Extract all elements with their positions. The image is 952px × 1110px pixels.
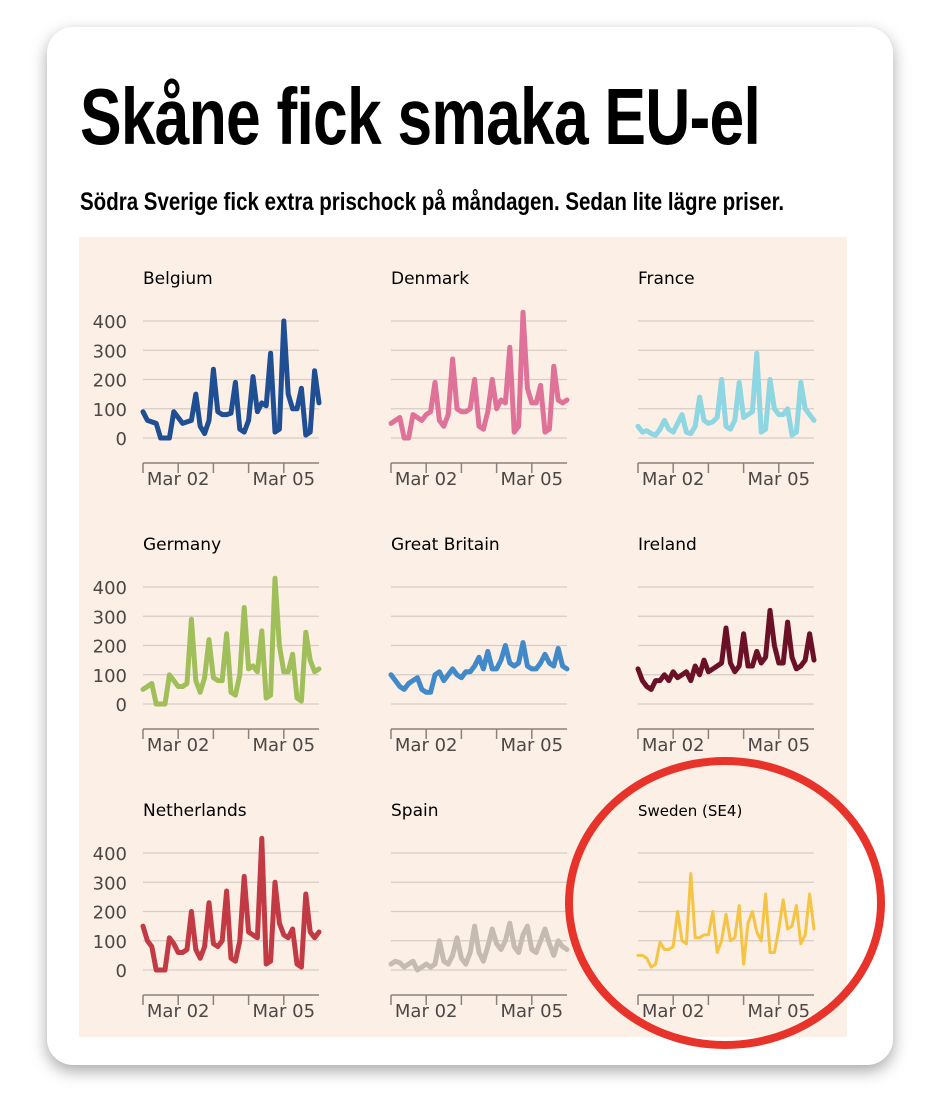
y-tick-label: 300	[93, 873, 127, 894]
x-tick-label: Mar 02	[395, 469, 458, 490]
series-line	[140, 575, 322, 707]
x-tick-label: Mar 02	[395, 1001, 458, 1022]
y-tick-label: 200	[93, 903, 127, 924]
x-tick-label: Mar 05	[253, 469, 316, 490]
x-tick-label: Mar 02	[642, 469, 705, 490]
y-tick-label: 0	[116, 695, 127, 716]
series-line	[388, 920, 570, 973]
page-title: Skåne fick smaka EU-el	[80, 72, 761, 161]
panel-title: Netherlands	[143, 801, 247, 821]
x-tick-label: Mar 05	[748, 735, 811, 756]
x-tick-label: Mar 05	[748, 469, 811, 490]
x-tick-label: Mar 05	[501, 469, 564, 490]
x-tick-label: Mar 05	[501, 735, 564, 756]
highlight-circle	[565, 757, 885, 1049]
y-tick-label: 0	[116, 429, 127, 450]
x-tick-label: Mar 05	[253, 735, 316, 756]
panel-title: France	[638, 269, 695, 289]
y-tick-label: 400	[93, 844, 127, 865]
x-tick-label: Mar 02	[395, 735, 458, 756]
x-tick-label: Mar 05	[501, 1001, 564, 1022]
x-tick-label: Mar 02	[147, 735, 210, 756]
panel-germany: Germany 0 100 200 300 400 Mar 02 Mar 05	[93, 535, 322, 756]
panel-title: Great Britain	[391, 535, 500, 555]
series-line	[635, 350, 817, 438]
y-tick-label: 400	[93, 578, 127, 599]
x-tick-label: Mar 05	[253, 1001, 316, 1022]
panel-denmark: Denmark Mar 02 Mar 05	[388, 269, 570, 490]
panel-title: Ireland	[638, 535, 697, 555]
y-tick-label: 100	[93, 666, 127, 687]
panel-spain: Spain Mar 02 Mar 05	[388, 801, 570, 1022]
panel-title: Germany	[143, 535, 221, 555]
series-line	[635, 607, 817, 692]
y-tick-label: 200	[93, 637, 127, 658]
subtitle: Södra Sverige fick extra prischock på må…	[80, 188, 785, 216]
x-tick-label: Mar 02	[147, 1001, 210, 1022]
panel-france: France Mar 02 Mar 05	[635, 269, 817, 490]
series-line	[140, 318, 322, 441]
panel-ireland: Ireland Mar 02 Mar 05	[635, 535, 817, 756]
series-line	[140, 835, 322, 973]
series-line	[388, 309, 570, 441]
y-tick-label: 200	[93, 371, 127, 392]
panel-great-britain: Great Britain Mar 02 Mar 05	[388, 535, 570, 756]
panel-belgium: Belgium 0 100 200 300 400 Mar 02 Mar 05	[93, 269, 322, 490]
y-tick-label: 100	[93, 932, 127, 953]
y-tick-label: 300	[93, 341, 127, 362]
x-tick-label: Mar 02	[147, 469, 210, 490]
panel-title: Belgium	[143, 269, 213, 289]
y-tick-label: 0	[116, 961, 127, 982]
series-line	[388, 640, 570, 695]
panel-title: Spain	[391, 801, 439, 821]
panel-netherlands: Netherlands 0 100 200 300 400 Mar 02 Mar 05	[93, 801, 322, 1022]
y-tick-label: 400	[93, 312, 127, 333]
y-tick-label: 100	[93, 400, 127, 421]
y-tick-label: 300	[93, 607, 127, 628]
panel-title: Denmark	[391, 269, 469, 289]
x-tick-label: Mar 02	[642, 735, 705, 756]
